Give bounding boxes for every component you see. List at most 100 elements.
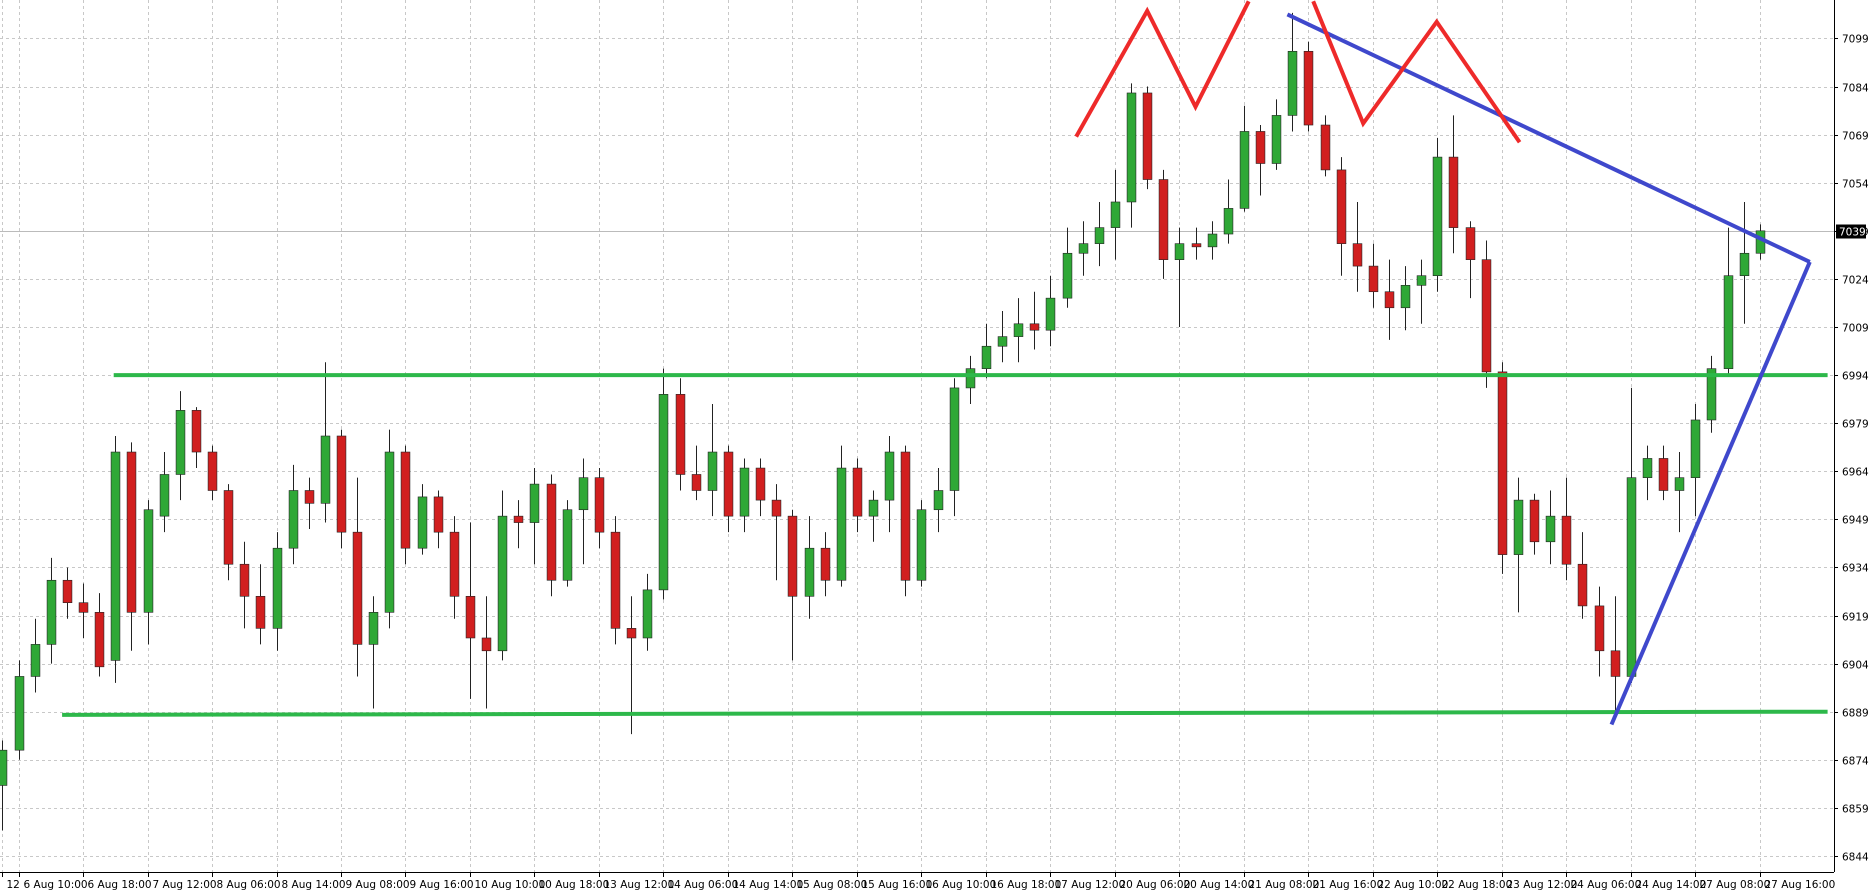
candle-body xyxy=(1642,458,1653,478)
y-tick-label: 7069 xyxy=(1842,131,1869,143)
x-tick-label: 8 Aug 06:00 xyxy=(217,879,281,891)
x-tick-label: 16 Aug 10:00 xyxy=(926,879,997,891)
candle-body xyxy=(513,515,524,523)
candle-body xyxy=(1448,156,1459,228)
candle-body xyxy=(1352,243,1363,267)
candle-body xyxy=(1610,650,1621,677)
candle-body xyxy=(1174,243,1185,260)
candle-body xyxy=(997,336,1008,347)
candle-body xyxy=(1110,201,1121,228)
candle-body xyxy=(900,451,911,581)
x-tick-label: 9 Aug 08:00 xyxy=(346,879,410,891)
last-price-label: 7039 xyxy=(1839,227,1866,239)
candle-body xyxy=(594,477,605,533)
candle-body xyxy=(1045,297,1056,331)
candle-body xyxy=(691,474,702,491)
x-tick-label: 8 Aug 14:00 xyxy=(282,879,346,891)
candle-body xyxy=(1320,124,1331,171)
candle-body xyxy=(288,490,299,549)
trendline xyxy=(1074,0,1251,138)
candle-body xyxy=(933,490,944,511)
candle-body xyxy=(723,451,734,517)
y-tick-label: 7009 xyxy=(1842,323,1869,335)
candle-body xyxy=(1465,227,1476,260)
candle-body xyxy=(1094,227,1105,244)
trendline xyxy=(1609,261,1812,726)
y-tick-label: 6904 xyxy=(1842,660,1869,672)
x-tick-label: 21 Aug 16:00 xyxy=(1313,879,1384,891)
candle-body xyxy=(739,467,750,517)
x-tick-label: 27 Aug 08:00 xyxy=(1700,879,1771,891)
y-tick-label: 6964 xyxy=(1842,467,1869,479)
candle-body xyxy=(62,579,73,604)
candle-body xyxy=(626,628,637,639)
candle-body xyxy=(1432,156,1443,277)
y-tick-label: 6994 xyxy=(1842,371,1869,383)
candle-body xyxy=(1594,605,1605,652)
candle-body xyxy=(255,595,266,629)
x-tick-label: 27 Aug 16:00 xyxy=(1765,879,1836,891)
candle-body xyxy=(1577,563,1588,607)
candle-body xyxy=(1497,371,1508,555)
candle-body xyxy=(272,547,283,629)
candle-body xyxy=(1239,131,1250,209)
trendline xyxy=(1286,12,1811,264)
candle-body xyxy=(546,483,557,581)
candle-body xyxy=(239,563,250,597)
x-tick-label: 15 Aug 16:00 xyxy=(862,879,933,891)
y-tick-label: 7099 xyxy=(1842,34,1869,46)
y-tick-label: 6949 xyxy=(1842,515,1869,527)
candle-body xyxy=(755,467,766,501)
candle-body xyxy=(1545,515,1556,543)
candle-body xyxy=(1626,477,1637,677)
candle-body xyxy=(1062,252,1073,299)
candle-body xyxy=(868,499,879,517)
candle-body xyxy=(449,531,460,597)
candle-body xyxy=(1481,259,1492,373)
candle-body xyxy=(675,394,686,475)
x-tick-label: 10 Aug 18:00 xyxy=(539,879,610,891)
candle-body xyxy=(1013,323,1024,337)
candle-body xyxy=(1029,323,1040,331)
candle-body xyxy=(400,451,411,549)
candle-body xyxy=(320,435,331,504)
candle-body xyxy=(1303,50,1314,126)
candle-body xyxy=(642,589,653,639)
candle-body xyxy=(368,612,379,645)
y-tick-label: 7054 xyxy=(1842,179,1869,191)
candle-body xyxy=(1158,179,1169,260)
candle-body xyxy=(836,467,847,581)
candle-body xyxy=(465,595,476,639)
x-tick-label: 16 Aug 18:00 xyxy=(991,879,1062,891)
candle-body xyxy=(481,637,492,652)
candle-body xyxy=(1561,515,1572,565)
y-tick-label: 6859 xyxy=(1842,804,1869,816)
candle-body xyxy=(110,451,121,661)
candle-body xyxy=(1078,243,1089,254)
x-tick-label: 24 Aug 06:00 xyxy=(1571,879,1642,891)
candle-body xyxy=(1191,243,1202,248)
candle-body xyxy=(336,435,347,533)
candle-body xyxy=(1658,458,1669,491)
y-tick-label: 6844 xyxy=(1842,852,1869,864)
candle-body xyxy=(497,515,508,652)
candle-body xyxy=(1336,169,1347,244)
candle-body xyxy=(610,531,621,629)
x-tick-label: 6 Aug 10:00 xyxy=(24,879,88,891)
candle-body xyxy=(304,490,315,504)
candle-body xyxy=(1690,419,1701,478)
candle-body xyxy=(46,579,57,645)
candle-body xyxy=(191,410,202,453)
candle-body xyxy=(143,509,154,613)
candle-body xyxy=(1255,131,1266,164)
candle-body xyxy=(529,483,540,523)
candle-body xyxy=(1400,285,1411,309)
candle-body xyxy=(1513,499,1524,555)
y-tick-label: 6889 xyxy=(1842,708,1869,720)
candle-body xyxy=(658,394,669,591)
candle-body xyxy=(1529,499,1540,543)
candle-body xyxy=(352,531,363,645)
x-tick-label: 21 Aug 08:00 xyxy=(1249,879,1320,891)
candle-body xyxy=(1271,115,1282,164)
